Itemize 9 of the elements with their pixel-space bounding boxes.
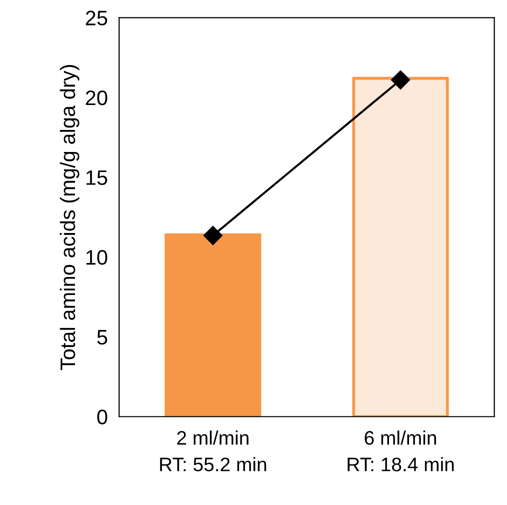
y-tick-label: 5 — [97, 330, 108, 345]
y-axis-title: Total amino acids (mg/g alga dry) — [60, 65, 80, 370]
y-tick-label: 15 — [86, 170, 108, 186]
y-tick-label: 10 — [86, 250, 108, 265]
y-tick-label: 0 — [97, 410, 108, 424]
x-tick-label: 6 ml/min RT: 18.4 min — [348, 430, 454, 472]
y-tick-label: 20 — [86, 90, 108, 106]
x-tick-label: 2 ml/min RT: 55.2 min — [160, 430, 266, 472]
y-tick-label: 25 — [86, 10, 108, 26]
